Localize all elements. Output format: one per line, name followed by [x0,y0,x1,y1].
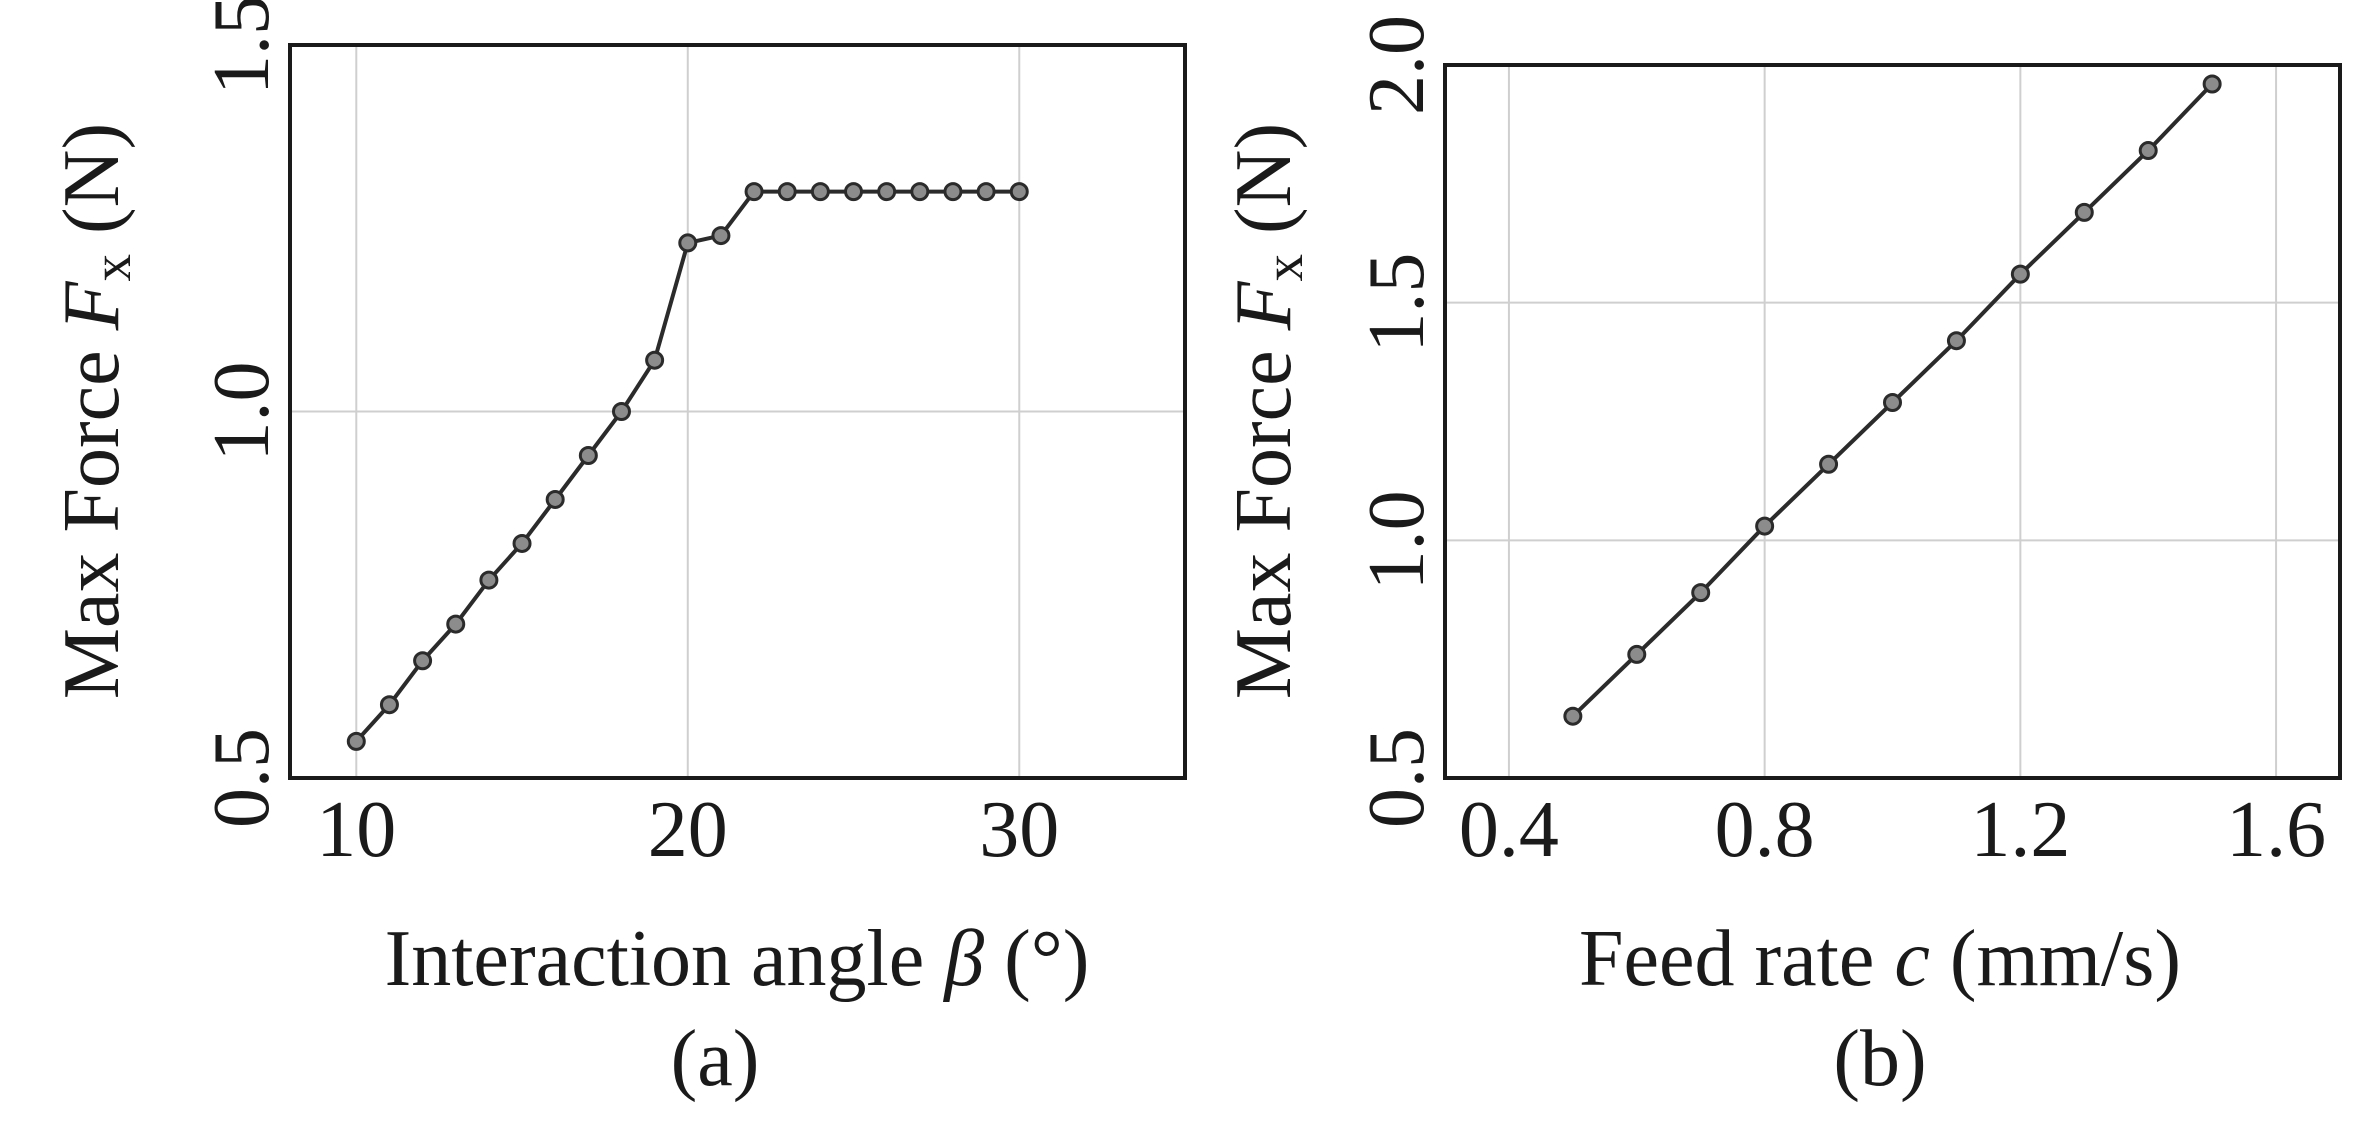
panel-b-x-tick-labels: 0.4 0.8 1.2 1.6 [1459,786,2326,874]
y-tick-label: 1.5 [1353,253,1441,353]
data-point [910,182,930,202]
panel-a-chart: 10 20 30 0.5 1.0 1.5 Interaction angle β (°)… [48,0,1187,1103]
panel-b-grid [1445,64,2340,779]
data-point [976,182,996,202]
data-point [2202,74,2222,94]
data-point [2138,141,2158,161]
data-point [512,533,532,553]
x-tick-label: 20 [648,786,728,874]
panel-a-caption: (a) [671,1015,760,1103]
panel-a-x-axis-label: Interaction angle β (°) [385,915,1090,1003]
data-point [1563,706,1583,726]
panel-a-plot-frame [288,43,1187,780]
data-point [413,651,433,671]
panel-a-y-tick-labels: 0.5 1.0 1.5 [198,0,286,828]
panel-a-x-tick-labels: 10 20 30 [316,786,1059,874]
data-point [379,695,399,715]
y-tick-label: 0.5 [198,728,286,828]
data-point [545,489,565,509]
data-point [1883,392,1902,412]
data-point [711,226,731,246]
y-tick-label: 1.0 [198,362,286,462]
x-tick-label: 30 [979,786,1059,874]
y-tick-label: 2.0 [1353,15,1441,115]
data-point [810,182,830,202]
data-point [777,182,797,202]
data-point [479,570,499,590]
panel-a-series [346,182,1029,751]
data-point [877,182,897,202]
data-point [744,182,764,202]
data-point [1819,454,1839,474]
x-tick-label: 1.6 [2226,786,2326,874]
panel-b-y-tick-labels: 0.5 1.0 1.5 2.0 [1353,15,1441,828]
data-point [844,182,864,202]
y-tick-label: 1.5 [198,0,286,95]
data-point [611,402,631,421]
data-point [446,614,466,634]
panel-b-y-axis-label: Max Force Fx (N) [1220,123,1314,699]
data-point [2074,202,2094,222]
y-tick-label: 1.0 [1353,490,1441,590]
data-point [2010,264,2030,284]
data-point [1755,516,1775,536]
data-point [1691,583,1711,603]
y-tick-label: 0.5 [1353,728,1441,828]
panel-b-plot-frame [1443,63,2342,780]
panel-b-series [1563,74,2222,726]
x-tick-label: 0.8 [1715,786,1815,874]
data-point [1627,644,1647,664]
data-point [678,233,698,253]
data-point [1009,182,1029,202]
data-point [578,445,598,465]
panel-a-y-axis-label: Max Force Fx (N) [48,123,142,699]
x-tick-label: 0.4 [1459,786,1559,874]
panel-b-caption: (b) [1833,1015,1926,1103]
x-tick-label: 1.2 [1970,786,2070,874]
x-tick-label: 10 [316,786,396,874]
data-point [1946,331,1966,351]
panel-b-x-axis-label: Feed rate c (mm/s) [1579,915,2181,1003]
data-point [645,350,665,370]
data-point [943,182,963,202]
panel-b-chart: 0.4 0.8 1.2 1.6 0.5 1.0 1.5 2.0 Feed rate c (m… [1220,15,2342,1103]
data-point [346,731,366,751]
